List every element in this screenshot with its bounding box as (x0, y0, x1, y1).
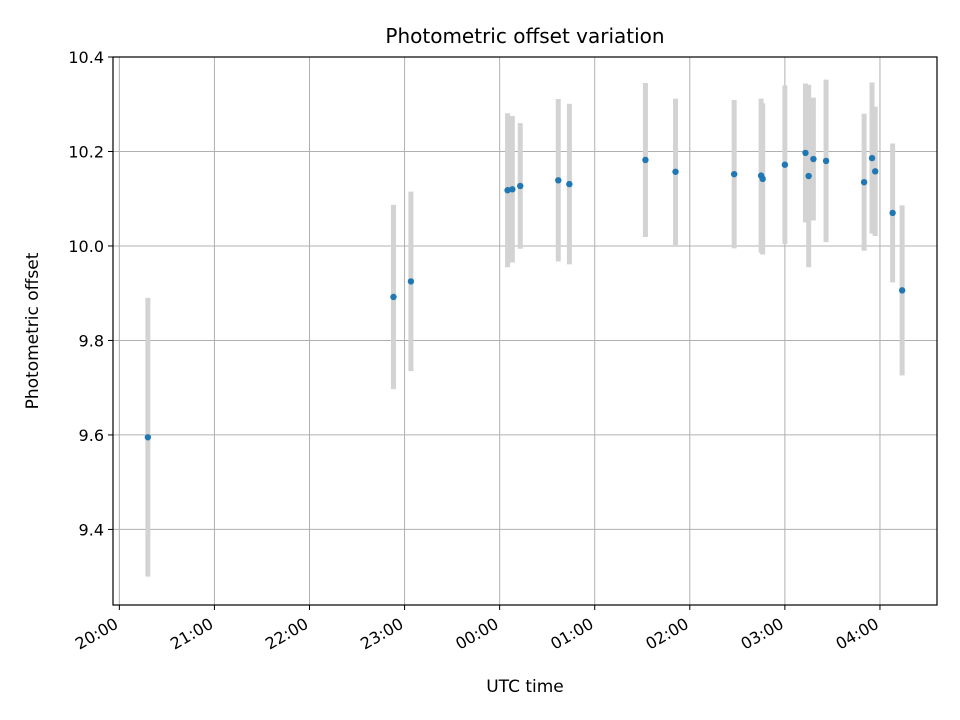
y-tick-label: 10.0 (68, 237, 104, 256)
y-tick-label: 10.4 (68, 48, 104, 67)
data-point (810, 155, 817, 163)
data-point (390, 293, 397, 301)
x-axis-title: UTC time (486, 677, 564, 697)
data-point (805, 172, 812, 180)
data-point (566, 180, 573, 188)
y-axis-title: Photometric offset (23, 252, 43, 409)
data-point (868, 154, 876, 162)
data-point (889, 209, 896, 217)
data-point (872, 168, 879, 175)
data-point (759, 175, 766, 183)
data-points (144, 149, 906, 441)
data-point (504, 187, 511, 194)
chart-title: Photometric offset variation (385, 24, 664, 48)
data-point (555, 177, 562, 184)
data-point (642, 156, 649, 164)
y-axis-ticks: 9.4 9.6 9.8 10.0 10.2 10.4 (68, 48, 113, 539)
data-point (730, 170, 738, 178)
data-point (407, 278, 415, 285)
data-point (144, 434, 152, 441)
y-tick-label: 9.4 (79, 520, 104, 539)
data-point (517, 182, 524, 190)
y-tick-label: 9.8 (79, 331, 104, 350)
data-point (898, 287, 906, 294)
data-point (672, 168, 679, 175)
data-point (802, 149, 809, 157)
data-point (781, 161, 789, 168)
data-point (860, 178, 868, 186)
y-tick-label: 9.6 (79, 426, 104, 445)
y-tick-label: 10.2 (68, 142, 104, 161)
plot-frame (112, 56, 938, 606)
data-point (822, 157, 830, 165)
data-point (509, 186, 516, 193)
grid (113, 56, 937, 605)
